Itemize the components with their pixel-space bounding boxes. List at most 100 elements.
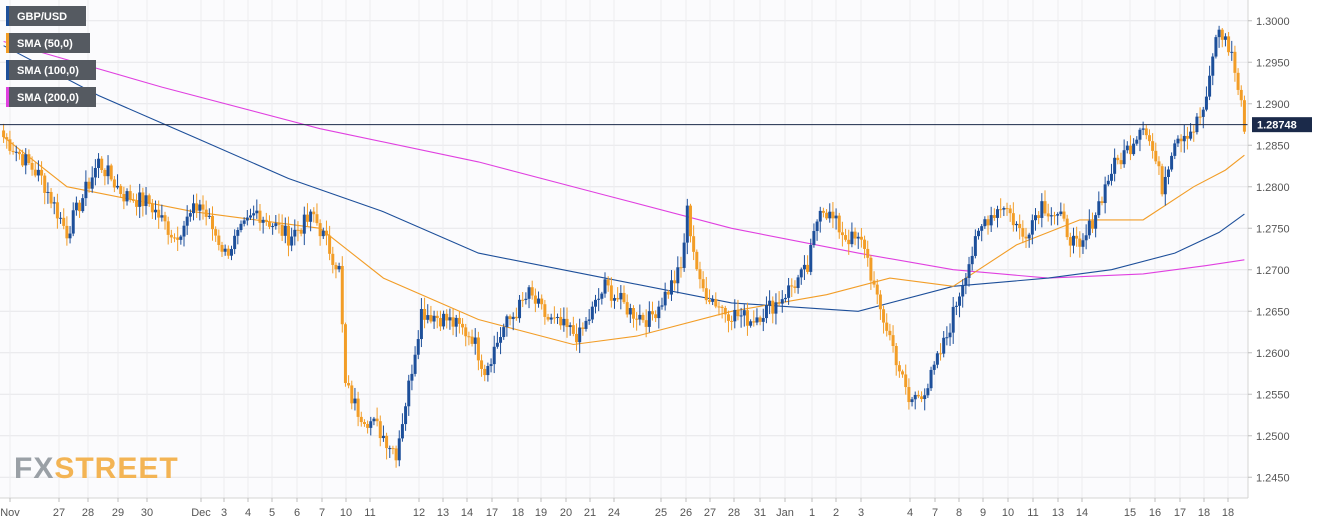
legend-swatch xyxy=(6,87,9,107)
current-price-tag: 1.28748 xyxy=(1252,117,1312,133)
candle-body xyxy=(590,306,594,320)
candle-body xyxy=(62,217,66,226)
candle-body xyxy=(863,239,867,249)
candle-body xyxy=(783,297,787,300)
candle-body xyxy=(1176,138,1180,144)
candle-body xyxy=(1166,169,1170,177)
candle-body xyxy=(328,235,332,254)
candle-body xyxy=(742,310,746,316)
candle-body xyxy=(701,279,705,289)
candle-body xyxy=(442,313,446,327)
candle-body xyxy=(290,236,294,246)
candle-body xyxy=(255,210,259,214)
candle-body xyxy=(457,317,461,324)
x-tick-label: 11 xyxy=(364,507,375,519)
candle-body xyxy=(340,265,344,325)
candle-body xyxy=(954,305,958,307)
candle-body xyxy=(1087,220,1091,236)
candle-body xyxy=(226,248,230,256)
candle-body xyxy=(1151,141,1155,151)
candle-body xyxy=(799,269,803,278)
candle-body xyxy=(138,192,142,207)
legend-item-bg xyxy=(6,6,86,26)
candle-body xyxy=(1214,37,1218,57)
candle-body xyxy=(505,316,509,328)
candle-body xyxy=(1163,176,1167,195)
candle-body xyxy=(410,373,414,381)
x-tick-label: 27 xyxy=(53,507,65,519)
watermark-prefix: FX xyxy=(14,452,54,485)
candle-body xyxy=(1024,236,1028,239)
candle-body xyxy=(204,209,208,217)
candle-body xyxy=(853,231,857,239)
candle-body xyxy=(780,299,784,304)
candle-body xyxy=(518,299,522,319)
x-tick-label: 2 xyxy=(833,507,839,519)
candle-body xyxy=(445,313,449,321)
candle-body xyxy=(948,332,952,338)
candle-body xyxy=(125,191,129,202)
candle-body xyxy=(1173,143,1177,156)
candle-body xyxy=(1170,155,1174,170)
candle-body xyxy=(511,316,515,320)
candle-body xyxy=(904,374,908,388)
candle-body xyxy=(711,299,715,302)
candle-body xyxy=(267,221,271,227)
candle-body xyxy=(1040,201,1044,218)
candle-body xyxy=(239,223,243,231)
candle-body xyxy=(43,175,47,193)
candle-body xyxy=(910,399,914,403)
candle-body xyxy=(1192,131,1196,133)
candle-body xyxy=(438,317,442,327)
candle-body xyxy=(945,337,949,339)
candle-body xyxy=(1037,215,1041,218)
candle-body xyxy=(679,267,683,269)
candle-body xyxy=(302,214,306,234)
candle-body xyxy=(473,337,477,344)
y-tick-label: 1.2450 xyxy=(1256,472,1290,484)
candle-body xyxy=(581,327,585,329)
candle-body xyxy=(21,154,25,166)
candle-body xyxy=(549,317,553,320)
x-tick-label: 16 xyxy=(1149,507,1161,519)
candle-body xyxy=(720,306,724,308)
x-tick-label: 4 xyxy=(907,507,913,519)
legend-label: GBP/USD xyxy=(17,11,67,23)
candle-body xyxy=(182,225,186,237)
candle-body xyxy=(926,388,930,396)
plot-background xyxy=(0,0,1248,498)
candle-body xyxy=(527,287,531,299)
candle-body xyxy=(495,342,499,347)
candle-body xyxy=(40,169,44,176)
candle-body xyxy=(173,237,177,239)
candle-body xyxy=(74,202,78,211)
x-tick-label: 17 xyxy=(1174,507,1186,519)
sma-100-line xyxy=(3,45,1245,312)
legend-item-bg xyxy=(6,33,90,53)
candle-body xyxy=(929,369,933,389)
candle-body xyxy=(942,337,946,354)
y-tick-label: 1.2650 xyxy=(1256,306,1290,318)
candle-body xyxy=(68,233,72,239)
legend-swatch xyxy=(6,33,9,53)
candle-body xyxy=(274,223,278,227)
legend-swatch xyxy=(6,6,9,26)
candle-body xyxy=(1128,145,1132,155)
candle-body xyxy=(391,448,395,450)
candle-body xyxy=(828,211,832,219)
candle-body xyxy=(36,169,40,176)
candle-body xyxy=(318,223,322,237)
candle-body xyxy=(150,203,154,213)
candle-body xyxy=(631,308,635,319)
candle-body xyxy=(1018,223,1022,229)
x-tick-label: 20 xyxy=(560,507,572,519)
candle-body xyxy=(565,318,569,328)
candle-body xyxy=(613,298,617,301)
x-tick-label: 14 xyxy=(461,507,473,519)
candle-body xyxy=(404,406,408,425)
x-tick-label: 18 xyxy=(512,507,524,519)
x-tick-label: 7 xyxy=(319,507,325,519)
candle-body xyxy=(166,221,170,235)
candle-body xyxy=(359,416,363,423)
